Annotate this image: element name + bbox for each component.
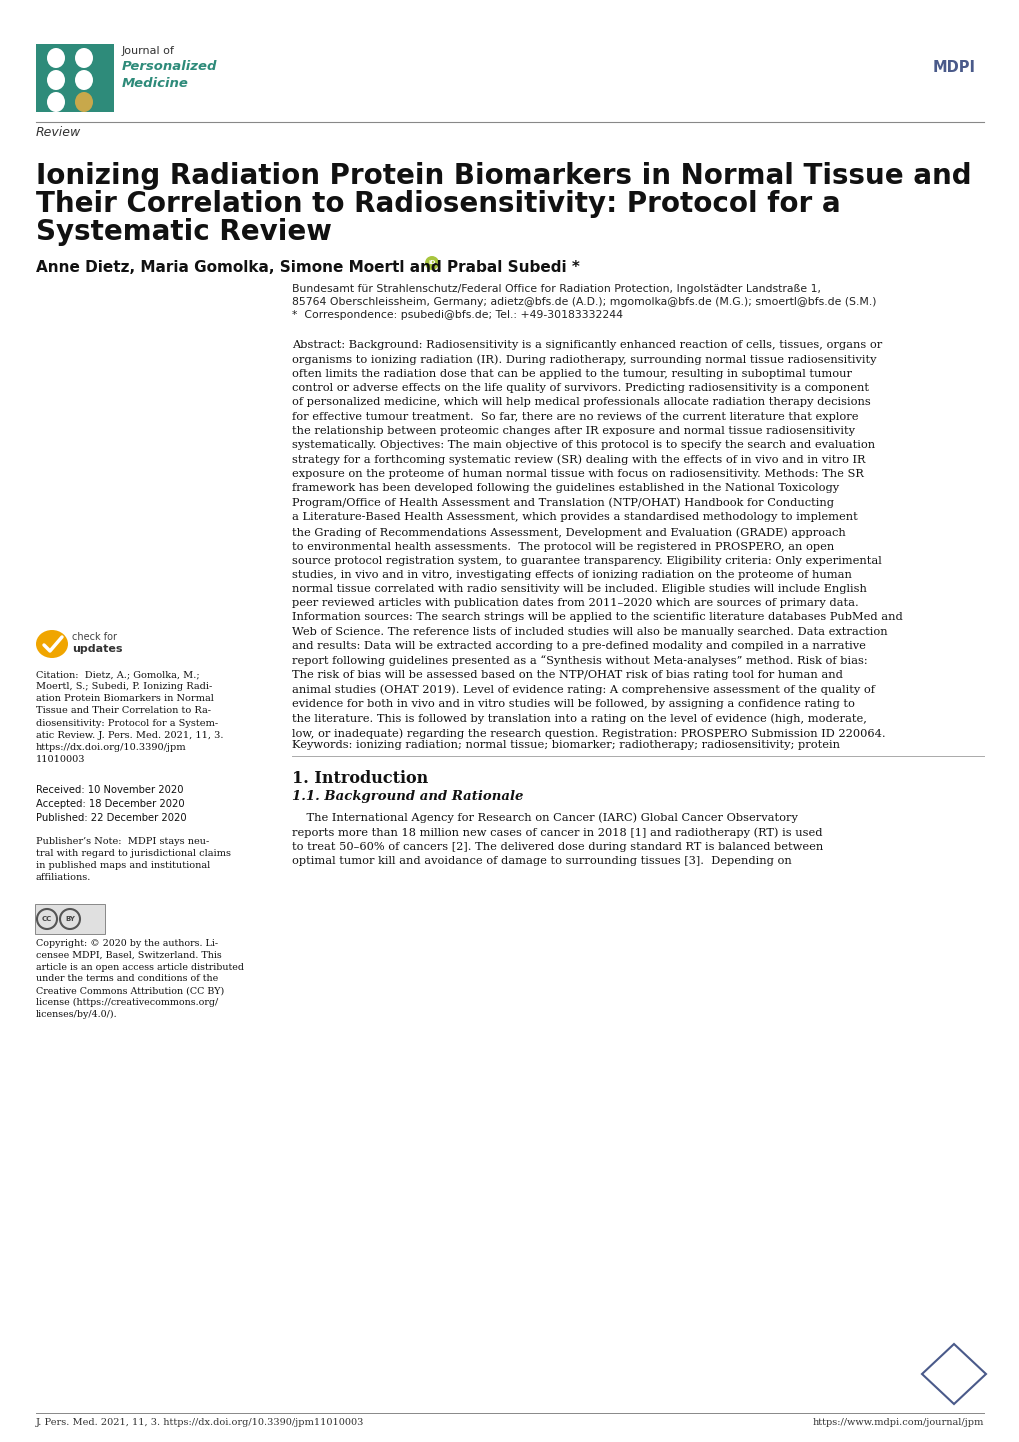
Text: Anne Dietz, Maria Gomolka, Simone Moertl and Prabal Subedi *: Anne Dietz, Maria Gomolka, Simone Moertl… bbox=[36, 260, 580, 275]
Text: Medicine: Medicine bbox=[122, 76, 189, 89]
Text: 1. Introduction: 1. Introduction bbox=[291, 770, 428, 787]
Text: Their Correlation to Radiosensitivity: Protocol for a: Their Correlation to Radiosensitivity: P… bbox=[36, 190, 840, 218]
Text: The International Agency for Research on Cancer (IARC) Global Cancer Observatory: The International Agency for Research on… bbox=[291, 812, 822, 865]
Ellipse shape bbox=[47, 92, 65, 112]
Text: BY: BY bbox=[65, 916, 74, 921]
Text: Bundesamt für Strahlenschutz/Federal Office for Radiation Protection, Ingolstädt: Bundesamt für Strahlenschutz/Federal Off… bbox=[291, 284, 820, 294]
Text: CC: CC bbox=[42, 916, 52, 921]
Text: 1.1. Background and Rationale: 1.1. Background and Rationale bbox=[291, 790, 523, 803]
Text: Publisher’s Note:  MDPI stays neu-
tral with regard to jurisdictional claims
in : Publisher’s Note: MDPI stays neu- tral w… bbox=[36, 836, 230, 883]
Text: updates: updates bbox=[72, 645, 122, 655]
Text: Journal of: Journal of bbox=[122, 46, 174, 56]
Text: iD: iD bbox=[428, 261, 435, 265]
Ellipse shape bbox=[47, 71, 65, 89]
Text: Keywords: ionizing radiation; normal tissue; biomarker; radiotherapy; radiosensi: Keywords: ionizing radiation; normal tis… bbox=[291, 740, 840, 750]
Ellipse shape bbox=[75, 71, 93, 89]
Ellipse shape bbox=[47, 48, 65, 68]
Text: Citation:  Dietz, A.; Gomolka, M.;
Moertl, S.; Subedi, P. Ionizing Radi-
ation P: Citation: Dietz, A.; Gomolka, M.; Moertl… bbox=[36, 671, 223, 764]
Text: Published: 22 December 2020: Published: 22 December 2020 bbox=[36, 813, 186, 823]
Ellipse shape bbox=[36, 630, 68, 658]
Text: Review: Review bbox=[36, 125, 82, 138]
Text: Systematic Review: Systematic Review bbox=[36, 218, 331, 247]
Text: check for: check for bbox=[72, 632, 117, 642]
Ellipse shape bbox=[75, 92, 93, 112]
Text: Personalized: Personalized bbox=[122, 61, 217, 74]
FancyBboxPatch shape bbox=[36, 45, 114, 112]
Text: *  Correspondence: psubedi@bfs.de; Tel.: +49-30183332244: * Correspondence: psubedi@bfs.de; Tel.: … bbox=[291, 310, 623, 320]
Text: Ionizing Radiation Protein Biomarkers in Normal Tissue and: Ionizing Radiation Protein Biomarkers in… bbox=[36, 162, 971, 190]
Text: Accepted: 18 December 2020: Accepted: 18 December 2020 bbox=[36, 799, 184, 809]
Text: MDPI: MDPI bbox=[931, 61, 974, 75]
FancyBboxPatch shape bbox=[35, 904, 105, 934]
Text: J. Pers. Med. 2021, 11, 3. https://dx.doi.org/10.3390/jpm11010003: J. Pers. Med. 2021, 11, 3. https://dx.do… bbox=[36, 1417, 364, 1428]
Text: 85764 Oberschleissheim, Germany; adietz@bfs.de (A.D.); mgomolka@bfs.de (M.G.); s: 85764 Oberschleissheim, Germany; adietz@… bbox=[291, 297, 875, 307]
Text: Received: 10 November 2020: Received: 10 November 2020 bbox=[36, 784, 183, 795]
Text: Abstract: Background: Radiosensitivity is a significantly enhanced reaction of c: Abstract: Background: Radiosensitivity i… bbox=[291, 340, 902, 740]
Ellipse shape bbox=[75, 48, 93, 68]
Text: https://www.mdpi.com/journal/jpm: https://www.mdpi.com/journal/jpm bbox=[812, 1417, 983, 1428]
Circle shape bbox=[425, 257, 438, 270]
Text: Copyright: © 2020 by the authors. Li-
censee MDPI, Basel, Switzerland. This
arti: Copyright: © 2020 by the authors. Li- ce… bbox=[36, 939, 244, 1019]
